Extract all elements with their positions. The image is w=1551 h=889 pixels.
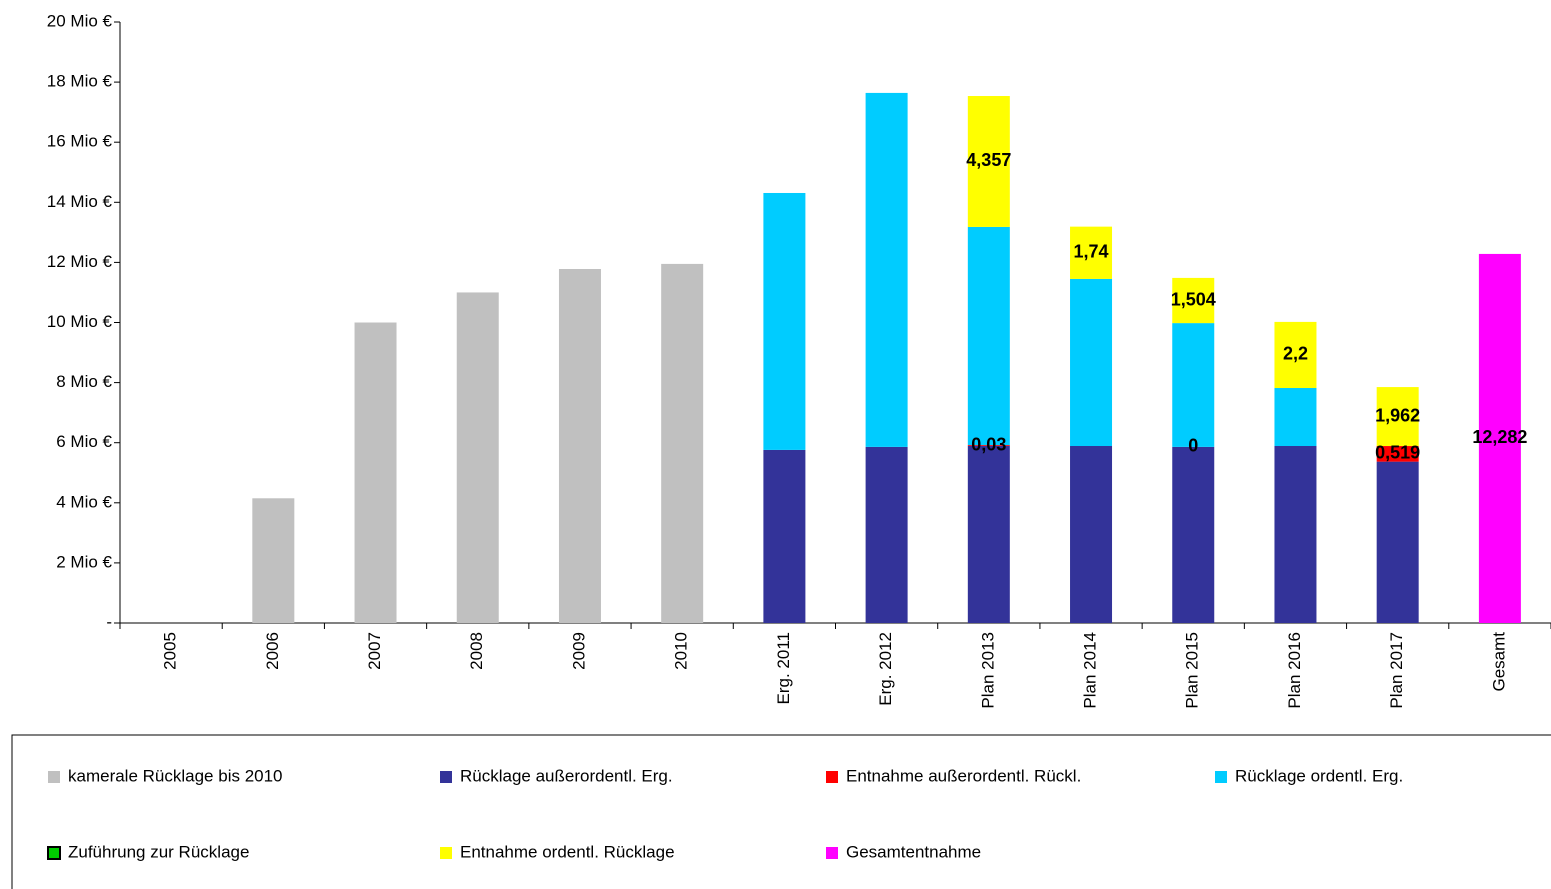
x-tick-label: 2006 — [263, 632, 282, 670]
y-tick-label: 2 Mio € — [56, 552, 112, 571]
data-label: 4,357 — [966, 150, 1011, 170]
legend-swatch — [826, 771, 838, 783]
bar-segment — [967, 445, 1010, 447]
bar-segment — [967, 446, 1010, 623]
legend-swatch — [48, 771, 60, 783]
bar-segment — [763, 192, 806, 450]
data-label: 0,519 — [1375, 443, 1420, 463]
bar-segment — [967, 226, 1010, 446]
legend-label: Entnahme ordentl. Rücklage — [460, 842, 675, 861]
legend-swatch — [440, 847, 452, 859]
bar-segment — [763, 449, 806, 623]
x-tick-label: 2005 — [161, 632, 180, 670]
x-tick-label: 2008 — [467, 632, 486, 670]
legend-label: kamerale Rücklage bis 2010 — [68, 766, 283, 785]
data-label: 1,962 — [1375, 405, 1420, 425]
bar-segment — [1274, 388, 1317, 447]
y-tick-label: 10 Mio € — [47, 312, 113, 331]
bar-segment — [865, 92, 908, 447]
x-tick-label: 2009 — [569, 632, 588, 670]
legend-swatch — [826, 847, 838, 859]
bar-segment — [1070, 226, 1113, 279]
bar-segment — [1376, 387, 1419, 447]
x-tick-label: Erg. 2012 — [876, 632, 895, 706]
y-tick-label: 18 Mio € — [47, 72, 113, 91]
y-tick-label: 16 Mio € — [47, 132, 113, 151]
x-tick-label: 2007 — [365, 632, 384, 670]
x-tick-label: Erg. 2011 — [774, 632, 793, 704]
y-tick-label: 8 Mio € — [56, 372, 112, 391]
x-tick-label: Gesamt — [1489, 632, 1508, 692]
x-tick-label: Plan 2013 — [978, 632, 997, 709]
legend-swatch — [1215, 771, 1227, 783]
data-label: 1,74 — [1074, 242, 1109, 262]
legend-label: Rücklage ordentl. Erg. — [1235, 766, 1403, 785]
bar-segment — [1070, 446, 1113, 623]
legend-swatch — [440, 771, 452, 783]
x-tick-label: Plan 2016 — [1285, 632, 1304, 709]
bar-segment — [1172, 323, 1215, 447]
bar-segment — [354, 322, 397, 623]
bar-segment — [1070, 278, 1113, 447]
legend-label: Zuführung zur Rücklage — [68, 842, 249, 861]
data-label: 12,282 — [1472, 427, 1527, 447]
y-tick-label: 12 Mio € — [47, 252, 113, 271]
x-tick-label: 2010 — [672, 632, 691, 670]
y-tick-label: 4 Mio € — [56, 492, 112, 511]
x-tick-label: Plan 2014 — [1081, 632, 1100, 709]
legend-swatch — [47, 846, 61, 860]
bar-segment — [558, 269, 601, 623]
data-label: 1,504 — [1171, 289, 1216, 309]
x-tick-label: Plan 2017 — [1387, 632, 1406, 709]
legend-label: Gesamtentnahme — [846, 842, 981, 861]
bar-segment — [252, 498, 295, 623]
data-label: 0 — [1188, 436, 1198, 456]
bar-segment — [1172, 446, 1215, 623]
bar-segment — [1478, 253, 1521, 623]
legend-label: Rücklage außerordentl. Erg. — [460, 766, 673, 785]
bar-segment — [1376, 461, 1419, 623]
legend-box — [11, 734, 1551, 889]
bar-segment — [1376, 446, 1419, 462]
bar-segment — [456, 292, 499, 623]
y-tick-label: 20 Mio € — [47, 11, 113, 30]
bar-segment — [865, 446, 908, 623]
bar-segment — [661, 263, 704, 623]
y-tick-label: 6 Mio € — [56, 432, 112, 451]
bar-segment — [1172, 277, 1215, 324]
y-tick-label: - — [106, 612, 112, 631]
data-label: 2,2 — [1283, 344, 1308, 364]
bar-segment — [1274, 446, 1317, 623]
x-tick-label: Plan 2015 — [1183, 632, 1202, 709]
y-tick-label: 14 Mio € — [47, 192, 113, 211]
legend-label: Entnahme außerordentl. Rückl. — [846, 766, 1081, 785]
bar-segment — [1274, 321, 1317, 389]
data-label: 0,03 — [971, 434, 1006, 454]
bar-segment — [967, 96, 1010, 227]
